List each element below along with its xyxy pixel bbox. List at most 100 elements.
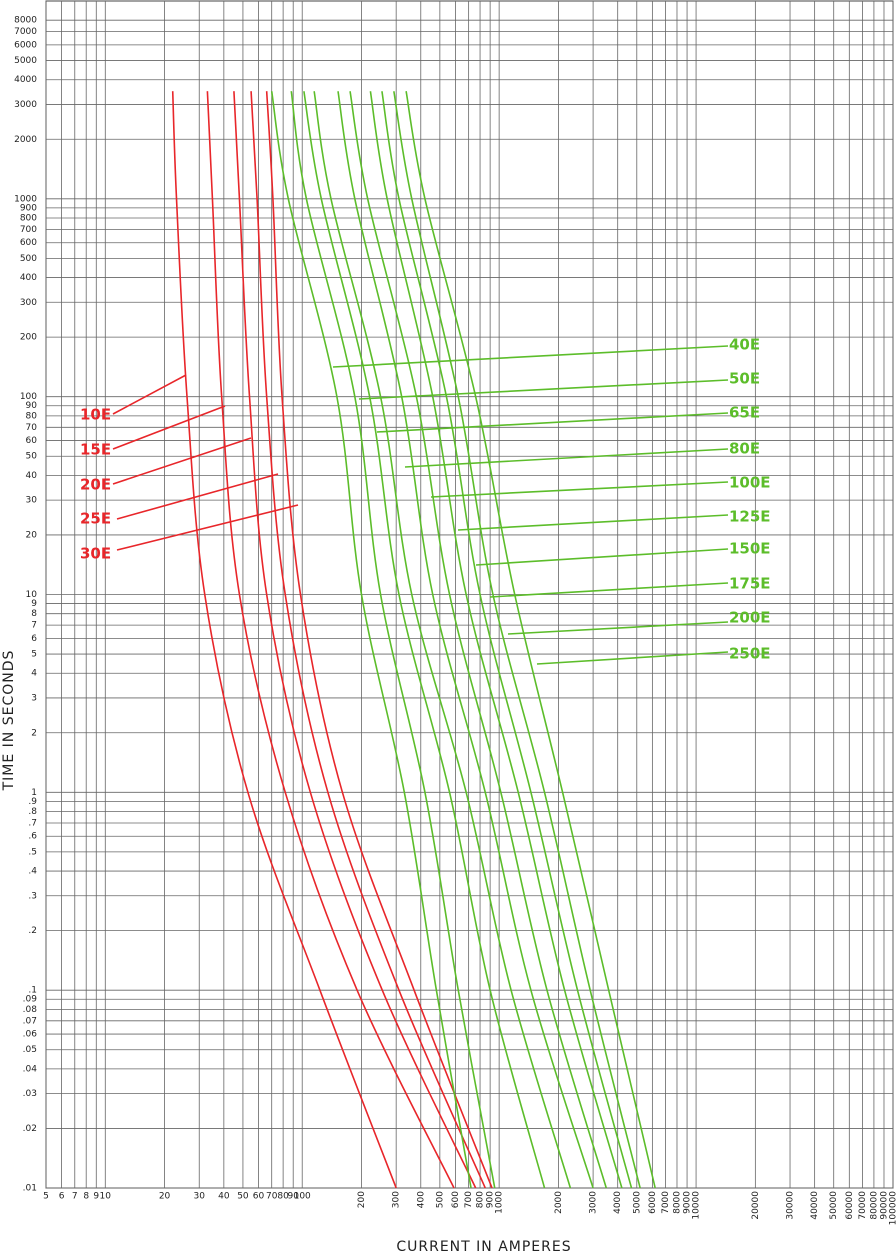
curve-label: 25E: [80, 510, 111, 528]
leader-line: [489, 582, 729, 598]
fuse-curve: [393, 91, 641, 1189]
curve-label: 15E: [80, 441, 111, 459]
y-tick-label: 6: [31, 634, 37, 644]
leader-line: [332, 345, 729, 368]
y-tick-label: .6: [28, 832, 37, 842]
y-tick-label: 50: [26, 452, 38, 462]
y-tick-label: .2: [28, 926, 37, 936]
x-tick-label: 70000: [858, 1191, 868, 1220]
leader-line: [475, 548, 729, 566]
y-tick-label: .3: [28, 891, 37, 901]
x-tick-label: 400: [416, 1191, 426, 1208]
x-tick-label: 10: [100, 1192, 112, 1202]
y-tick-label: .08: [23, 1005, 38, 1015]
leader-line: [112, 374, 187, 415]
x-tick-label: 7: [72, 1192, 78, 1202]
y-tick-label: 90: [26, 401, 38, 411]
x-tick-label: 9: [93, 1192, 99, 1202]
x-tick-label: 100: [294, 1192, 311, 1202]
curve-label: 175E: [729, 575, 771, 593]
curve-label: 150E: [729, 540, 771, 558]
x-tick-label: 90: [287, 1192, 299, 1202]
x-tick-label: 80: [277, 1192, 289, 1202]
x-tick-label: 600: [451, 1191, 461, 1208]
fuse-curve: [265, 91, 493, 1189]
x-tick-label: 300: [392, 1191, 402, 1208]
x-tick-label: 60: [253, 1192, 265, 1202]
fuse-curve: [233, 91, 477, 1189]
fuse-curve: [405, 91, 656, 1189]
y-tick-label: 8: [31, 609, 37, 619]
x-tick-label: 50: [237, 1192, 249, 1202]
y-tick-label: 7: [31, 621, 37, 631]
curve-label: 200E: [729, 609, 771, 627]
y-tick-label: .01: [23, 1184, 37, 1194]
fuse-curve: [206, 91, 455, 1189]
x-tick-label: 90000: [879, 1191, 889, 1220]
x-tick-label: 20000: [751, 1191, 761, 1220]
y-tick-label: .1: [28, 986, 37, 996]
x-axis-title: CURRENT IN AMPERES: [396, 1239, 571, 1254]
y-tick-label: 800: [20, 214, 37, 224]
fuse-curve: [270, 91, 472, 1189]
fuse-curve: [303, 91, 546, 1189]
fuse-curve: [290, 91, 496, 1189]
x-tick-label: 3000: [589, 1191, 599, 1214]
x-tick-label: 10000: [692, 1191, 702, 1220]
y-tick-label: 6000: [14, 40, 37, 50]
x-tick-label: 7000: [661, 1191, 671, 1214]
x-tick-label: 40: [218, 1192, 230, 1202]
y-tick-label: 700: [20, 225, 37, 235]
leader-line: [116, 504, 299, 551]
y-tick-label: 300: [20, 298, 37, 308]
curve-label: 65E: [729, 404, 760, 422]
x-tick-label: 6000: [648, 1191, 658, 1214]
y-tick-label: 1: [31, 788, 37, 798]
y-tick-label: 40: [26, 471, 38, 481]
leader-line: [116, 473, 279, 520]
x-tick-label: 40000: [810, 1191, 820, 1220]
x-tick-label: 70: [266, 1192, 278, 1202]
fuse-curve: [337, 91, 594, 1189]
x-tick-label: 50000: [829, 1191, 839, 1220]
x-tick-label: 100000: [889, 1191, 896, 1226]
y-axis-title: TIME IN SECONDS: [1, 650, 17, 792]
leader-line: [430, 481, 729, 498]
y-tick-label: .5: [28, 847, 37, 857]
y-tick-label: 30: [26, 496, 38, 506]
fuse-curve: [171, 91, 397, 1189]
y-tick-label: .4: [28, 867, 37, 877]
x-tick-label: 500: [435, 1191, 445, 1208]
x-tick-label: 20: [159, 1192, 171, 1202]
y-tick-label: .04: [23, 1064, 38, 1074]
leader-line: [507, 621, 729, 635]
fuse-curve: [369, 91, 623, 1189]
fuse-curve: [313, 91, 572, 1189]
fuse-curve: [349, 91, 608, 1189]
y-tick-label: 900: [20, 203, 37, 213]
fuse-curve: [381, 91, 633, 1189]
curve-label: 125E: [729, 508, 771, 526]
leader-line: [457, 514, 729, 531]
y-tick-label: 10: [26, 590, 38, 600]
y-tick-label: 60: [26, 436, 38, 446]
y-tick-label: .06: [23, 1030, 38, 1040]
x-tick-label: 30: [194, 1192, 206, 1202]
curve-label: 30E: [80, 545, 111, 563]
x-tick-label: 8000: [672, 1191, 682, 1214]
x-tick-label: 800: [476, 1191, 486, 1208]
curve-label: 40E: [729, 336, 760, 354]
leader-line: [376, 412, 729, 433]
x-tick-label: 9000: [683, 1191, 693, 1214]
fuse-curve: [250, 91, 486, 1189]
y-tick-label: 5000: [14, 56, 37, 66]
x-tick-label: 200: [357, 1191, 367, 1208]
y-tick-label: 20: [26, 530, 38, 540]
y-tick-label: 200: [20, 333, 37, 343]
y-tick-label: .8: [28, 807, 37, 817]
y-tick-label: 4: [31, 669, 37, 679]
y-tick-label: 100: [20, 392, 37, 402]
x-tick-label: 5: [43, 1192, 49, 1202]
leader-line: [404, 448, 729, 468]
